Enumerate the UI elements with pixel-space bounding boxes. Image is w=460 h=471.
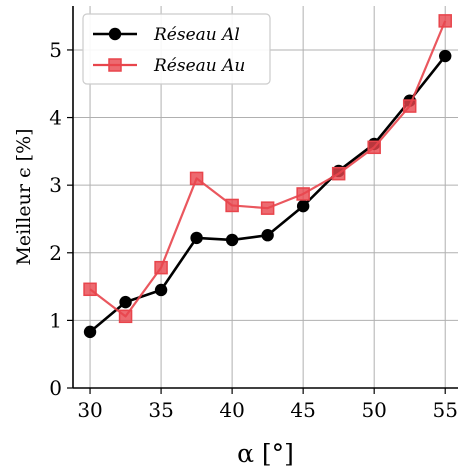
data-point <box>225 198 239 213</box>
legend-item-au: Réseau Au <box>93 56 245 76</box>
legend-item-al: Réseau Al <box>93 25 240 45</box>
data-point <box>189 171 204 186</box>
legend-label: Réseau Au <box>153 56 245 76</box>
axes <box>67 6 458 394</box>
data-point <box>439 49 452 63</box>
data-point <box>260 201 275 215</box>
data-point <box>261 229 274 242</box>
legend-marker <box>108 58 122 72</box>
data-point <box>438 14 452 28</box>
y-tick-label: 4 <box>49 106 62 130</box>
x-tick-label: 35 <box>148 398 173 422</box>
x-tick-label: 40 <box>219 398 244 422</box>
data-point <box>190 231 203 245</box>
axis-labels: α [°] Meilleur ϵ [%] <box>13 128 294 468</box>
y-tick-label: 2 <box>49 241 62 265</box>
x-tick-label: 30 <box>77 398 102 422</box>
data-point <box>296 199 310 213</box>
x-tick-label: 55 <box>432 398 457 422</box>
y-tick-label: 5 <box>49 38 62 62</box>
data-point <box>154 260 168 275</box>
x-tick-label: 50 <box>361 398 386 422</box>
x-axis-label: α [°] <box>237 439 294 468</box>
legend: Réseau Al Réseau Au <box>82 13 271 85</box>
legend-box <box>82 13 271 85</box>
data-point <box>225 233 239 247</box>
legend-label: Réseau Al <box>153 25 240 45</box>
x-tick-label: 45 <box>290 398 315 422</box>
data-point <box>367 140 381 155</box>
data-point <box>331 166 346 181</box>
data-point <box>83 325 97 339</box>
y-axis-label: Meilleur ϵ [%] <box>13 128 35 265</box>
data-point <box>118 309 133 324</box>
y-tick-label: 0 <box>49 376 62 400</box>
series-au <box>83 14 452 324</box>
data-point <box>119 295 132 309</box>
data-point <box>296 187 310 201</box>
series-layer <box>83 14 452 339</box>
y-tick-label: 3 <box>49 173 62 197</box>
data-point <box>154 283 168 297</box>
y-tick-label: 1 <box>49 308 62 332</box>
legend-marker <box>108 27 122 41</box>
data-point <box>83 282 97 297</box>
data-point <box>402 99 417 113</box>
series-al <box>83 49 452 339</box>
